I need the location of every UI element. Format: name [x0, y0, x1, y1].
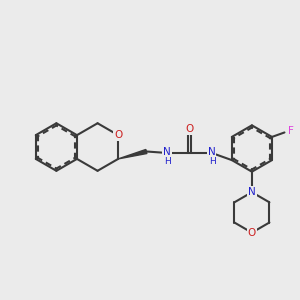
- Text: H: H: [164, 157, 171, 166]
- Text: O: O: [114, 130, 122, 140]
- Text: O: O: [248, 228, 256, 238]
- Text: F: F: [288, 126, 294, 136]
- Text: N: N: [163, 147, 171, 157]
- Text: O: O: [185, 124, 194, 134]
- Text: H: H: [209, 157, 215, 166]
- Polygon shape: [118, 149, 147, 159]
- Text: N: N: [208, 147, 216, 157]
- Text: N: N: [248, 187, 256, 197]
